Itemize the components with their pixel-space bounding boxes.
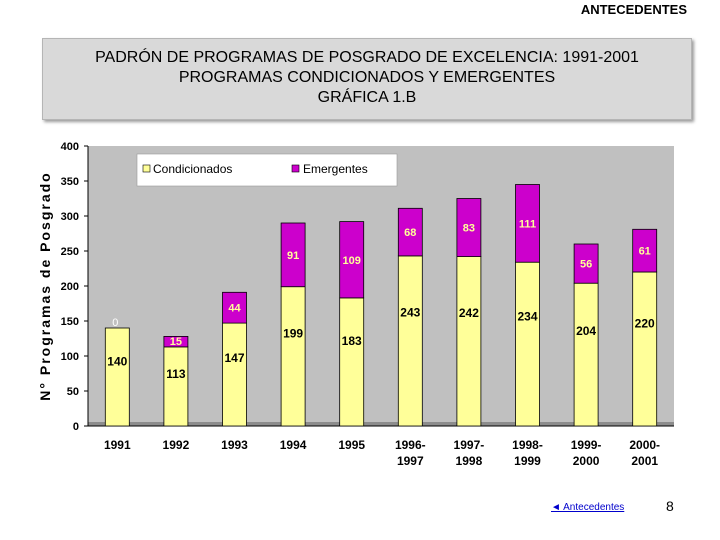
legend-box bbox=[136, 153, 398, 187]
legend-label-condicionados: Condicionados bbox=[153, 162, 232, 176]
y-tick-label: 0 bbox=[73, 421, 79, 433]
data-label-emergentes: 68 bbox=[404, 227, 416, 239]
data-label-emergentes: 83 bbox=[463, 223, 475, 235]
bar-condicionados bbox=[163, 346, 189, 427]
legend-swatch-condicionados bbox=[142, 164, 151, 173]
data-label-emergentes: 15 bbox=[170, 336, 182, 348]
bar-emergentes bbox=[573, 243, 599, 284]
data-label-emergentes: 111 bbox=[519, 218, 536, 230]
data-label-condicionados: 243 bbox=[400, 305, 420, 319]
data-label-emergentes: 91 bbox=[287, 250, 299, 262]
bar-condicionados bbox=[515, 261, 540, 427]
data-label-condicionados: 204 bbox=[576, 324, 596, 338]
bar-emergentes bbox=[222, 291, 247, 324]
legend-swatch-emergentes bbox=[291, 164, 300, 173]
bar-condicionados bbox=[339, 297, 365, 427]
x-tick-label: 1998 bbox=[456, 454, 483, 468]
chart-subtitle: PROGRAMAS CONDICIONADOS Y EMERGENTES bbox=[178, 69, 556, 86]
y-tick-label: 350 bbox=[61, 176, 79, 188]
bar-emergentes bbox=[163, 335, 189, 348]
x-tick-label: 1995 bbox=[338, 438, 365, 452]
data-label-emergentes: 109 bbox=[343, 255, 361, 267]
x-tick-label: 1999- bbox=[571, 438, 602, 452]
bar-emergentes bbox=[456, 198, 482, 257]
x-tick-label: 1994 bbox=[280, 438, 307, 452]
bar-emergentes bbox=[339, 221, 365, 299]
x-tick-label: 2000 bbox=[573, 454, 600, 468]
bar-condicionados bbox=[280, 286, 306, 427]
title-box: PADRÓN DE PROGRAMAS DE POSGRADO DE EXCEL… bbox=[42, 38, 692, 120]
bar-condicionados bbox=[397, 255, 423, 427]
y-tick-label: 200 bbox=[61, 281, 79, 293]
data-label-condicionados: 234 bbox=[517, 310, 537, 324]
bar-condicionados bbox=[104, 327, 130, 427]
y-axis-label: N° Programas de Posgrado bbox=[37, 171, 53, 400]
data-label-condicionados: 220 bbox=[635, 316, 655, 330]
chart-figure-label: GRÁFICA 1.B bbox=[317, 89, 417, 106]
section-header: ANTECEDENTES bbox=[580, 2, 687, 17]
plot-floor bbox=[88, 422, 674, 426]
data-label-condicionados: 242 bbox=[459, 306, 479, 320]
bar-condicionados bbox=[222, 322, 247, 427]
chart-title: PADRÓN DE PROGRAMAS DE POSGRADO DE EXCEL… bbox=[95, 49, 639, 66]
page-number: 8 bbox=[666, 498, 674, 514]
data-label-emergentes: 44 bbox=[228, 303, 241, 315]
y-tick-label: 150 bbox=[61, 316, 79, 328]
data-label-condicionados: 113 bbox=[166, 367, 186, 381]
y-tick-label: 400 bbox=[61, 141, 79, 153]
bar-emergentes bbox=[632, 228, 658, 273]
y-tick-label: 300 bbox=[61, 211, 79, 223]
x-tick-label: 1998- bbox=[512, 438, 543, 452]
legend-label-emergentes: Emergentes bbox=[303, 162, 368, 176]
x-tick-label: 1996- bbox=[395, 438, 426, 452]
data-label-condicionados: 147 bbox=[224, 351, 244, 365]
y-tick-label: 250 bbox=[61, 246, 79, 258]
data-label-emergentes: 56 bbox=[580, 259, 592, 271]
x-tick-label: 1991 bbox=[104, 438, 131, 452]
x-tick-label: 1999 bbox=[514, 454, 541, 468]
bar-emergentes bbox=[515, 184, 540, 263]
y-tick-label: 50 bbox=[67, 386, 79, 398]
data-label-emergentes: 61 bbox=[639, 246, 651, 258]
bar-condicionados bbox=[573, 282, 599, 427]
data-label-condicionados: 183 bbox=[342, 334, 362, 348]
data-label-emergentes: 0 bbox=[112, 317, 118, 329]
x-tick-label: 2001 bbox=[631, 454, 658, 468]
bar-emergentes bbox=[280, 222, 306, 288]
bar-condicionados bbox=[456, 256, 482, 427]
antecedentes-link[interactable]: ◄ Antecedentes bbox=[551, 502, 625, 513]
x-tick-label: 2000- bbox=[629, 438, 660, 452]
x-tick-label: 1997 bbox=[397, 454, 424, 468]
bar-condicionados bbox=[632, 271, 658, 427]
y-tick-label: 100 bbox=[61, 351, 79, 363]
x-tick-label: 1997- bbox=[454, 438, 485, 452]
x-tick-label: 1992 bbox=[163, 438, 190, 452]
x-tick-label: 1993 bbox=[221, 438, 248, 452]
data-label-condicionados: 199 bbox=[283, 326, 303, 340]
bar-emergentes bbox=[397, 207, 423, 257]
data-label-condicionados: 140 bbox=[107, 354, 127, 368]
